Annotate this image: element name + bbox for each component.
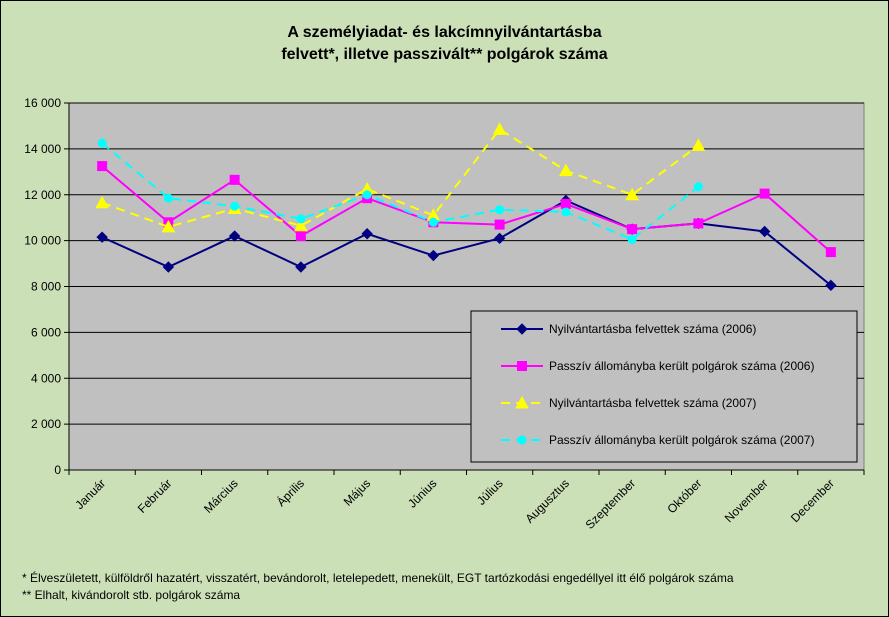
data-point [693, 218, 704, 229]
data-point [361, 228, 373, 240]
y-tick-label: 6 000 [31, 325, 61, 339]
data-point [759, 188, 770, 199]
data-point [97, 138, 107, 148]
x-tick-label: Június [405, 476, 439, 510]
data-point [494, 219, 505, 230]
footnote-2: ** Elhalt, kivándorolt stb. polgárok szá… [22, 588, 241, 602]
y-tick-label: 16 000 [24, 96, 61, 110]
x-tick-label: Március [201, 476, 241, 516]
y-tick-label: 12 000 [24, 188, 61, 202]
data-point [427, 249, 440, 262]
data-point [825, 247, 836, 258]
data-point [758, 225, 771, 238]
data-point [495, 205, 505, 215]
data-point [230, 201, 240, 211]
legend-box [470, 310, 858, 463]
data-point [296, 214, 306, 224]
data-point [96, 231, 108, 243]
series-line-4 [101, 142, 699, 241]
chart-title-line-1: A személyiadat- és lakcímnyilvántartásba [287, 24, 602, 41]
chart-title: A személyiadat- és lakcímnyilvántartásba… [0, 22, 889, 66]
footnotes: * Élveszületett, külföldről hazatért, vi… [22, 570, 734, 604]
data-point [295, 261, 307, 273]
x-tick-label: Augusztus [522, 476, 572, 526]
x-tick-label: Május [341, 476, 374, 509]
legend-label-4: Passzív állományba került polgárok száma… [549, 433, 814, 447]
data-point [492, 122, 507, 135]
data-point [560, 198, 571, 209]
y-tick-label: 0 [54, 463, 61, 477]
data-point [559, 163, 573, 177]
footnote-1: * Élveszületett, külföldről hazatért, vi… [22, 571, 734, 585]
y-tick-label: 10 000 [24, 234, 61, 248]
y-tick-label: 14 000 [24, 142, 61, 156]
data-point [693, 182, 703, 192]
legend-label-1: Nyilvántartásba felvettek száma (2006) [549, 322, 756, 336]
series-line-1 [101, 199, 832, 287]
data-point [625, 187, 639, 201]
x-tick-label: November [722, 476, 771, 525]
x-tick-label: Február [135, 476, 175, 516]
data-point [627, 234, 637, 244]
data-point [162, 261, 175, 273]
legend-label-3: Nyilvántartásba felvettek száma (2007) [549, 396, 756, 410]
x-tick-label: Július [474, 476, 506, 508]
data-point [515, 395, 529, 409]
y-tick-label: 4 000 [31, 371, 61, 385]
y-tick-label: 8 000 [31, 280, 61, 294]
series-line-2 [101, 165, 832, 253]
data-point [362, 190, 372, 200]
data-point [163, 193, 173, 203]
x-tick-label: Április [273, 476, 307, 510]
data-point [95, 195, 109, 209]
data-point [561, 207, 571, 217]
x-tick-label: Január [72, 476, 108, 512]
data-point [493, 232, 506, 245]
data-point [825, 279, 837, 292]
x-tick-label: Szeptember [583, 476, 639, 532]
data-point [229, 174, 240, 185]
data-point [97, 161, 108, 172]
data-point [627, 224, 638, 235]
data-point [161, 219, 176, 233]
y-tick-label: 2 000 [31, 417, 61, 431]
data-point [517, 361, 527, 371]
data-point [294, 218, 308, 232]
data-point [295, 231, 306, 242]
data-point [228, 230, 241, 242]
series-line-3 [101, 128, 699, 228]
data-point [691, 138, 706, 151]
legend-label-2: Passzív állományba került polgárok száma… [549, 359, 814, 373]
chart-title-line-2: felvett*, illetve passzivált** polgárok … [281, 46, 608, 63]
data-point [428, 217, 438, 227]
x-tick-label: December [788, 476, 837, 525]
data-point [516, 323, 528, 335]
data-point [517, 435, 527, 445]
x-tick-label: Október [664, 476, 704, 516]
